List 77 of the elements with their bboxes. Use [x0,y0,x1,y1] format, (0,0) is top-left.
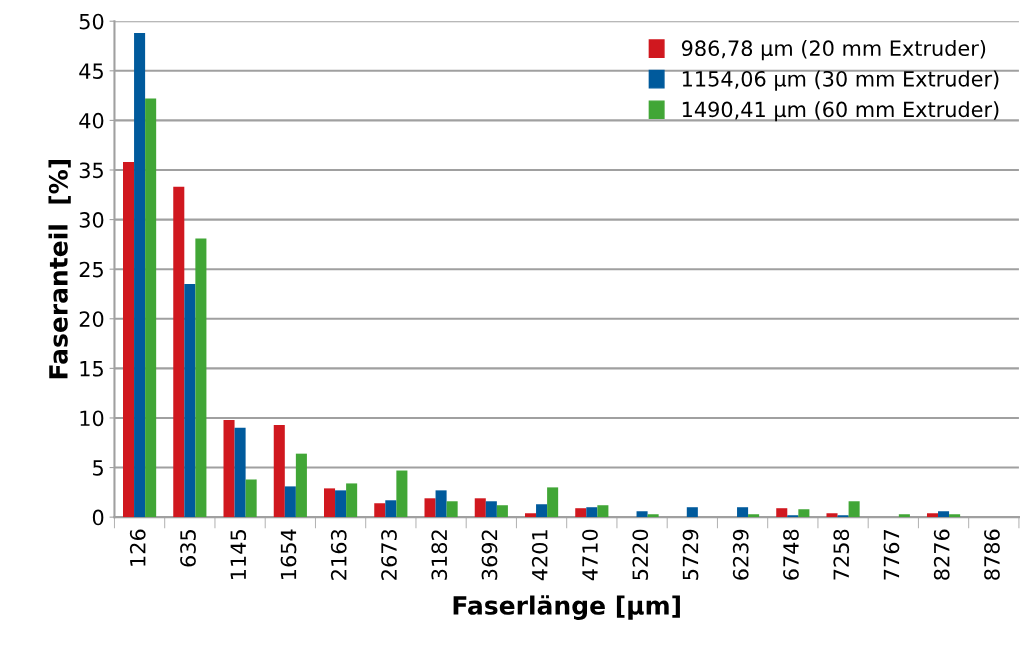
x-tick-label: 2673 [381,529,397,580]
x-tick-label: 4201 [531,530,548,581]
y-tick-label: 25 [79,261,103,278]
bar [748,514,760,518]
bar [385,500,397,518]
bar [245,479,257,518]
bar [586,507,598,518]
x-tick-label: 5729 [682,529,699,580]
bar [575,508,587,518]
bar [374,503,386,518]
x-tick-label: 2163 [330,529,347,580]
y-tick-label: 30 [79,212,104,228]
bar [123,162,135,518]
bar [346,483,358,518]
x-tick-label: 1654 [280,529,297,579]
bar [474,498,486,518]
bar [435,490,447,518]
x-tick-label: 6748 [783,529,799,580]
bar [273,424,285,518]
x-tick-label: 8276 [933,529,950,580]
x-tick-label: 6239 [732,529,749,580]
bar [647,514,659,518]
bar [295,453,307,518]
bar [826,513,838,518]
legend-label: 1154,06 µm (30 mm Extruder) [682,70,999,91]
bar [536,504,548,518]
y-tick-label: 20 [79,311,104,327]
x-tick-label: 635 [180,530,196,567]
y-axis-title: Faseranteil [%] [48,160,71,379]
bar [597,505,609,518]
x-tick-label: 3692 [481,530,498,580]
bar [949,514,961,518]
x-tick-label: 7767 [883,530,900,580]
bar [335,490,347,518]
y-tick-label: 10 [80,410,104,427]
bar [686,507,698,518]
y-tick-label: 0 [92,509,104,526]
bar [926,513,939,518]
bar [195,238,207,518]
bar [898,514,910,518]
x-tick-label: 8786 [984,529,1000,580]
legend-label: 986,78 µm (20 mm Extruder) [681,39,986,61]
bar [848,501,860,518]
bar [446,501,458,518]
legend-label: 1490,41 µm (60 mm Extruder) [682,101,999,122]
x-tick-label: 1145 [230,530,247,579]
bar [547,487,559,518]
bar [223,419,235,518]
y-tick-label: 45 [79,63,103,80]
bar [798,509,810,518]
bar [324,488,336,518]
bar [496,505,508,518]
y-tick-label: 5 [93,460,103,476]
bar [284,486,296,518]
bar [396,470,408,518]
bar [938,511,950,518]
bar [524,513,537,518]
x-tick-label: 7258 [833,529,850,580]
x-tick-label: 5220 [632,529,649,580]
bar [636,511,648,518]
y-tick-label: 15 [80,361,103,377]
bar [134,33,146,518]
y-tick-label: 50 [79,13,104,30]
x-tick-label: 3182 [431,530,448,580]
bar [485,501,497,518]
bar [776,508,788,518]
y-tick-label: 35 [79,162,103,179]
bar [173,186,185,518]
x-tick-label: 4710 [582,529,598,581]
bar [737,507,749,518]
x-tick-label: 126 [129,529,146,566]
bar [184,284,196,518]
bar [424,498,436,518]
bar [145,98,157,518]
bar [234,427,246,518]
y-tick-label: 40 [79,112,104,129]
x-axis-title: Faserlänge [µm] [453,595,680,620]
